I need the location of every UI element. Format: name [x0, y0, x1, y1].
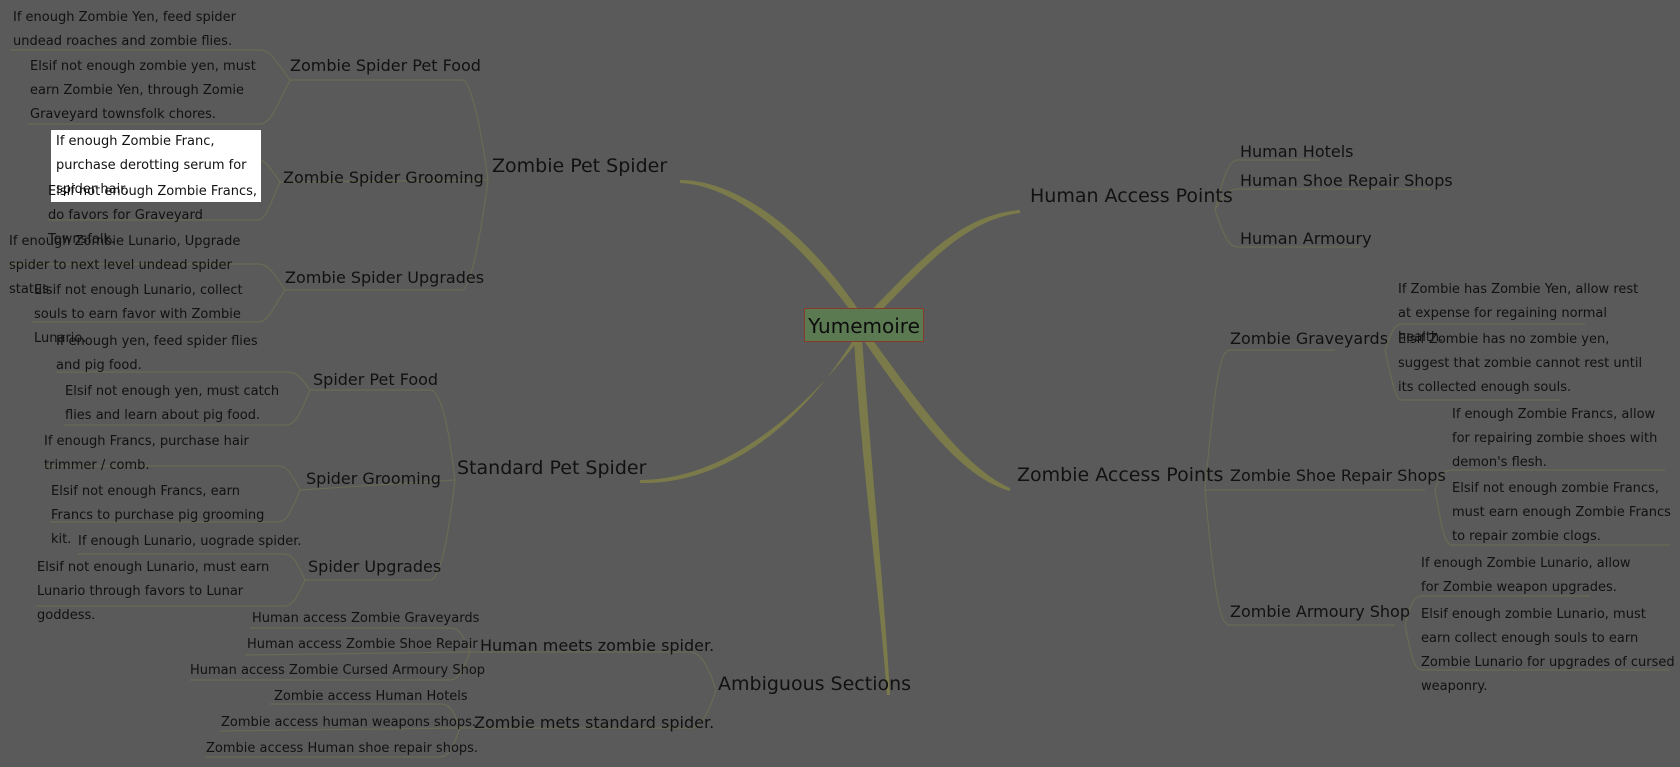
node-zombie-pet-spider[interactable]: Zombie Pet Spider [492, 155, 668, 177]
link-zombie-upgrades-notes [10, 263, 286, 323]
node-human-meets-zombie-spider[interactable]: Human meets zombie spider. [480, 636, 715, 655]
note-spider-upgrades-if: If enough Lunario, uograde spider. [78, 534, 302, 549]
item-human-shoe-repair-shops[interactable]: Human Shoe Repair Shops [1240, 171, 1453, 190]
link-human-meets [470, 651, 717, 691]
link-spider-food-notes [56, 371, 311, 426]
branch-connector-zombie-access [862, 336, 1010, 491]
link-zombie-grooming [279, 179, 489, 183]
node-human-access-points[interactable]: Human Access Points [1030, 185, 1233, 207]
link-zombie-food-notes [10, 49, 291, 125]
link-spider-grooming-notes [44, 465, 301, 523]
node-standard-pet-spider[interactable]: Standard Pet Spider [457, 457, 647, 479]
link-human-access-items [1214, 159, 1430, 248]
node-zombie-armoury-shop[interactable]: Zombie Armoury Shop [1230, 602, 1410, 621]
node-zombie-meets-standard-spider[interactable]: Zombie mets standard spider. [474, 713, 715, 732]
item-human-access-armoury: Human access Zombie Cursed Armoury Shop [190, 663, 486, 678]
note-armoury-if: If enough Zombie Lunario, allow for Zomb… [1421, 556, 1631, 595]
item-zombie-access-shoe-repair: Zombie access Human shoe repair shops. [206, 741, 479, 756]
link-zombie-graveyards [1204, 349, 1335, 491]
node-spider-grooming[interactable]: Spider Grooming [306, 469, 441, 488]
branch-connector-standard-pet-spider [640, 330, 866, 484]
note-shoe-repair-elsif: Elsif not enough zombie Francs, must ear… [1452, 481, 1671, 544]
link-spider-upgrades-notes [36, 553, 306, 607]
note-spider-food-if: If enough yen, feed spider flies and pig… [56, 334, 258, 373]
root-node[interactable]: Yumemoire [804, 308, 924, 342]
item-human-access-graveyards: Human access Zombie Graveyards [252, 611, 480, 626]
item-human-hotels[interactable]: Human Hotels [1240, 142, 1354, 161]
link-spider-grooming [299, 479, 456, 491]
node-zombie-spider-grooming[interactable]: Zombie Spider Grooming [283, 168, 484, 187]
link-spider-upgrades [305, 479, 456, 581]
link-graveyards-notes [1384, 323, 1585, 401]
link-zombie-armoury [1204, 489, 1395, 626]
item-zombie-access-weapons: Zombie access human weapons shops. [221, 715, 477, 730]
note-zombie-upgrades-elsif: Elsif not enough Lunario, collect souls … [34, 283, 243, 346]
note-zombie-upgrades-if: If enough Zombie Lunario, Upgrade spider… [9, 234, 241, 297]
node-zombie-access-points[interactable]: Zombie Access Points [1017, 464, 1224, 486]
link-shoe-repair-notes [1434, 469, 1670, 546]
node-zombie-spider-pet-food[interactable]: Zombie Spider Pet Food [290, 56, 481, 75]
note-shoe-repair-if: If enough Zombie Francs, allow for repai… [1452, 407, 1658, 470]
link-zombie-meets-items [205, 703, 461, 758]
link-human-meets-items [190, 627, 471, 681]
node-zombie-graveyards[interactable]: Zombie Graveyards [1230, 329, 1389, 348]
note-zombie-food-elsif: Elsif not enough zombie yen, must earn Z… [30, 59, 256, 122]
note-armoury-elsif: Elsif enough zombie Lunario, must earn c… [1421, 607, 1675, 694]
note-graveyards-elsif: Elsif Zombie has no zombie yen, suggest … [1398, 332, 1643, 395]
item-zombie-access-hotels: Zombie access Human Hotels [274, 689, 468, 704]
node-spider-pet-food[interactable]: Spider Pet Food [313, 370, 439, 389]
note-graveyards-if: If Zombie has Zombie Yen, allow rest at … [1398, 282, 1639, 345]
link-zombie-meets [460, 689, 717, 729]
link-spider-pet-food [310, 389, 456, 481]
node-zombie-shoe-repair-shops[interactable]: Zombie Shoe Repair Shops [1230, 466, 1446, 485]
node-spider-upgrades[interactable]: Spider Upgrades [308, 557, 442, 576]
branch-connector-ambiguous [854, 338, 890, 695]
item-human-access-shoe-repair: Human access Zombie Shoe Repair [247, 637, 478, 652]
item-human-armoury[interactable]: Human Armoury [1240, 229, 1372, 248]
note-zombie-food-if: If enough Zombie Yen, feed spider undead… [13, 10, 237, 49]
link-zombie-pet-food [290, 79, 489, 181]
note-zombie-grooming-elsif: Elsif not enough Zombie Francs, do favor… [48, 184, 258, 247]
note-spider-food-elsif: Elsif not enough yen, must catch flies a… [65, 384, 280, 423]
note-spider-grooming-if: If enough Francs, purchase hair trimmer … [44, 434, 249, 473]
branch-connector-zombie-pet-spider [680, 180, 864, 318]
note-spider-grooming-elsif: Elsif not enough Francs, earn Francs to … [51, 484, 265, 547]
note-spider-upgrades-elsif: Elsif not enough Lunario, must earn Luna… [37, 560, 270, 623]
node-ambiguous-sections[interactable]: Ambiguous Sections [718, 673, 912, 695]
link-zombie-upgrades [285, 179, 489, 291]
note-zombie-grooming-if[interactable]: If enough Zombie Franc, purchase derotti… [51, 130, 261, 202]
link-armoury-notes [1404, 595, 1670, 671]
branch-connector-human-access [864, 210, 1020, 320]
node-zombie-spider-upgrades[interactable]: Zombie Spider Upgrades [285, 268, 485, 287]
